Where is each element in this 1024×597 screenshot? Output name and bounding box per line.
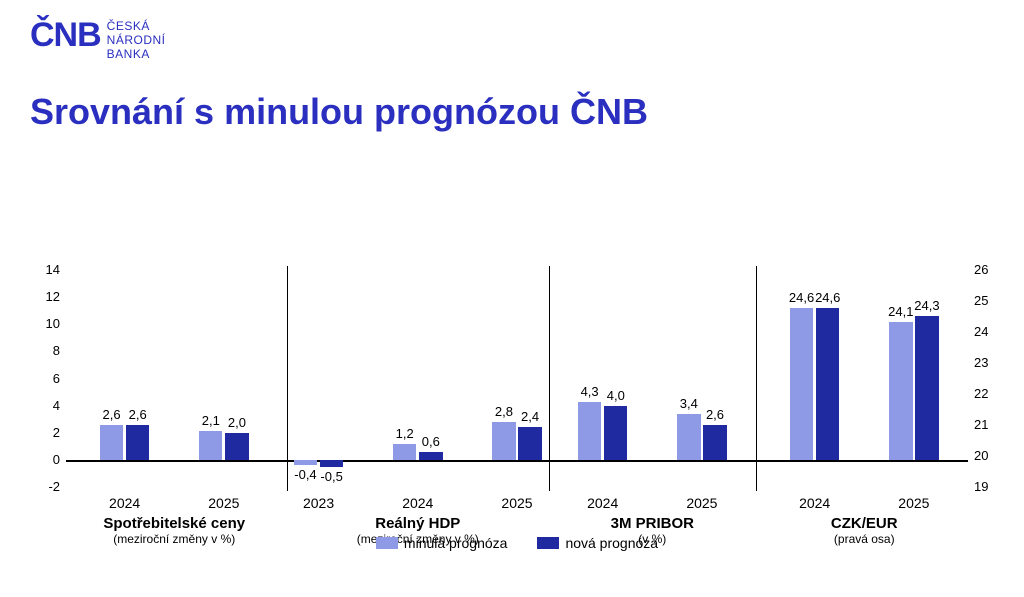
legend-swatch-new xyxy=(537,537,559,549)
y-tick-right: 24 xyxy=(974,324,1004,339)
x-year-pribor-2025: 2025 xyxy=(686,495,717,511)
legend-swatch-prev xyxy=(376,537,398,549)
bar-label-gdp-2024-new: 0,6 xyxy=(422,434,440,449)
bar-label-pribor-2024-prev: 4,3 xyxy=(581,384,599,399)
bar-label-czkeur-2025-new: 24,3 xyxy=(914,298,939,313)
bar-label-gdp-2023-new: -0,5 xyxy=(320,469,342,484)
bar-label-czkeur-2024-new: 24,6 xyxy=(815,290,840,305)
y-tick-left: 2 xyxy=(30,425,60,440)
bar-label-pribor-2025-new: 2,6 xyxy=(706,407,724,422)
bar-gdp-2025-new xyxy=(518,427,541,460)
bar-label-czkeur-2025-prev: 24,1 xyxy=(888,304,913,319)
y-tick-right: 26 xyxy=(974,262,1004,277)
y-tick-left: 4 xyxy=(30,398,60,413)
chart: -20246810121419202122232425262,62,620242… xyxy=(30,270,1004,557)
bar-label-gdp-2024-prev: 1,2 xyxy=(396,426,414,441)
y-tick-left: 12 xyxy=(30,289,60,304)
bar-label-pribor-2024-new: 4,0 xyxy=(607,388,625,403)
legend-label-prev: minulá prognóza xyxy=(404,535,508,551)
bar-label-cpi-2024-prev: 2,6 xyxy=(103,407,121,422)
bar-label-cpi-2025-new: 2,0 xyxy=(228,415,246,430)
legend-item-prev: minulá prognóza xyxy=(376,535,508,551)
x-year-gdp-2023: 2023 xyxy=(303,495,334,511)
bar-pribor-2024-prev xyxy=(578,402,601,460)
legend-item-new: nová prognóza xyxy=(537,535,658,551)
logo: ČNB ČESKÁ NÁRODNÍ BANKA xyxy=(30,18,994,61)
legend-label-new: nová prognóza xyxy=(565,535,658,551)
x-year-gdp-2025: 2025 xyxy=(501,495,532,511)
y-tick-right: 19 xyxy=(974,479,1004,494)
legend: minulá prognóza nová prognóza xyxy=(30,535,1004,551)
bar-gdp-2023-prev xyxy=(294,460,317,465)
bar-czkeur-2024-prev xyxy=(790,308,813,460)
y-tick-left: 14 xyxy=(30,262,60,277)
page-title: Srovnání s minulou prognózou ČNB xyxy=(30,91,994,133)
y-tick-right: 22 xyxy=(974,386,1004,401)
bar-cpi-2025-new xyxy=(225,433,248,460)
bar-pribor-2025-prev xyxy=(677,414,700,460)
y-tick-right: 25 xyxy=(974,293,1004,308)
bar-czkeur-2024-new xyxy=(816,308,839,460)
y-tick-left: 0 xyxy=(30,452,60,467)
x-year-czkeur-2025: 2025 xyxy=(898,495,929,511)
bar-cpi-2025-prev xyxy=(199,431,222,459)
y-tick-left: -2 xyxy=(30,479,60,494)
y-tick-right: 23 xyxy=(974,355,1004,370)
bar-pribor-2025-new xyxy=(703,425,726,460)
section-divider xyxy=(756,266,757,491)
y-tick-left: 10 xyxy=(30,316,60,331)
y-tick-right: 20 xyxy=(974,448,1004,463)
bar-pribor-2024-new xyxy=(604,406,627,460)
axis-baseline xyxy=(66,460,968,462)
x-year-cpi-2024: 2024 xyxy=(109,495,140,511)
bar-label-cpi-2024-new: 2,6 xyxy=(129,407,147,422)
bar-gdp-2023-new xyxy=(320,460,343,467)
x-year-gdp-2024: 2024 xyxy=(402,495,433,511)
logo-line1: ČESKÁ xyxy=(107,20,166,34)
section-divider xyxy=(549,266,550,491)
bar-gdp-2024-new xyxy=(419,452,442,460)
x-year-pribor-2024: 2024 xyxy=(587,495,618,511)
y-tick-left: 6 xyxy=(30,371,60,386)
bar-label-gdp-2025-new: 2,4 xyxy=(521,409,539,424)
bar-gdp-2024-prev xyxy=(393,444,416,460)
bar-label-czkeur-2024-prev: 24,6 xyxy=(789,290,814,305)
bar-czkeur-2025-prev xyxy=(889,322,912,460)
bar-label-pribor-2025-prev: 3,4 xyxy=(680,396,698,411)
x-year-cpi-2025: 2025 xyxy=(208,495,239,511)
bar-label-gdp-2025-prev: 2,8 xyxy=(495,404,513,419)
bar-label-gdp-2023-prev: -0,4 xyxy=(294,467,316,482)
y-tick-left: 8 xyxy=(30,343,60,358)
section-divider xyxy=(287,266,288,491)
x-year-czkeur-2024: 2024 xyxy=(799,495,830,511)
bar-czkeur-2025-new xyxy=(915,316,938,460)
bar-label-cpi-2025-prev: 2,1 xyxy=(202,413,220,428)
logo-mark: ČNB xyxy=(30,18,101,52)
logo-line3: BANKA xyxy=(107,48,166,62)
bar-gdp-2025-prev xyxy=(492,422,515,460)
bar-cpi-2024-new xyxy=(126,425,149,460)
logo-text: ČESKÁ NÁRODNÍ BANKA xyxy=(107,20,166,61)
bar-cpi-2024-prev xyxy=(100,425,123,460)
logo-line2: NÁRODNÍ xyxy=(107,34,166,48)
y-tick-right: 21 xyxy=(974,417,1004,432)
